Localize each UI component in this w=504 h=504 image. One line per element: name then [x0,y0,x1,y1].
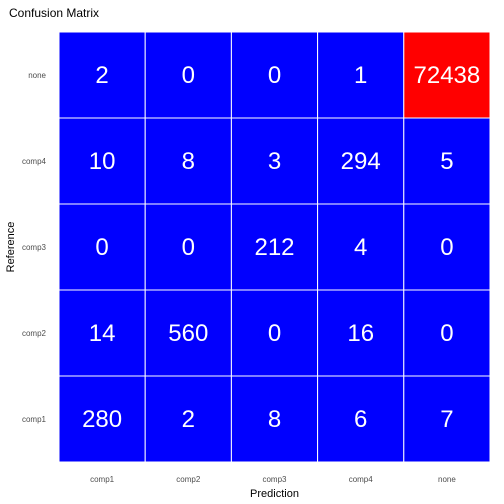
x-tick-label: comp1 [90,475,115,484]
cell-value-label: 5 [440,148,453,175]
heatmap-cell [403,375,491,463]
x-axis-title: Prediction [250,488,299,500]
cell-value-label: 8 [182,148,195,175]
heatmap-cell [230,31,319,119]
y-axis-tick-labels: comp1 comp2 comp3 comp4 none [22,71,47,424]
heatmap-cell [58,31,146,119]
heatmap-cell [403,203,491,291]
heatmap-cell [317,289,405,377]
heatmap-cell [230,117,319,205]
heatmap-cell [230,289,319,377]
heatmap-cell [317,117,405,205]
y-tick-label: none [28,71,46,80]
cell-value-label: 1 [354,62,367,89]
x-tick-label: comp2 [176,475,201,484]
cell-value-label: 294 [341,148,381,175]
cell-value-label: 8 [268,406,281,433]
heatmap-cell [144,375,232,463]
cell-value-label: 0 [95,234,108,261]
cell-value-label: 10 [89,148,116,175]
x-tick-label: comp4 [349,475,374,484]
x-tick-label: comp3 [262,475,287,484]
y-tick-label: comp4 [22,157,47,166]
cell-value-label: 0 [440,320,453,347]
cell-value-label: 280 [82,406,122,433]
heatmap-cell [144,289,232,377]
cell-value-label: 2 [95,62,108,89]
y-tick-label: comp2 [22,329,47,338]
heatmap-cell [144,31,232,119]
cell-value-label: 0 [440,234,453,261]
cell-value-label: 4 [354,234,367,261]
x-axis-tick-labels: comp1 comp2 comp3 comp4 none [90,475,456,484]
cell-value-label: 560 [168,320,208,347]
cell-value-label: 0 [182,234,195,261]
heatmap-cell [144,117,232,205]
y-tick-label: comp1 [22,415,47,424]
cell-value-label: 7 [440,406,453,433]
cell-value-label: 0 [182,62,195,89]
heatmap-cell [403,289,491,377]
cell-value-label: 212 [254,234,294,261]
heatmap-cell [230,203,319,291]
heatmap-cell [58,117,146,205]
cell-value-label: 0 [268,320,281,347]
cell-value-label: 0 [268,62,281,89]
heatmap-cell [144,203,232,291]
heatmap-cell [403,31,491,119]
heatmap-cell [58,289,146,377]
cell-value-label: 6 [354,406,367,433]
heatmap-cell-labels: 280 2 8 6 7 14 560 0 16 0 0 0 212 4 0 10 8 3 294 5 2 0 0 1 72438 [82,62,480,433]
heatmap-cell [317,375,405,463]
cell-value-label: 72438 [414,62,481,89]
chart-title: Confusion Matrix [9,6,99,20]
cell-value-label: 14 [89,320,116,347]
y-axis-title: Reference [5,222,17,273]
y-tick-label: comp3 [22,243,47,252]
cell-value-label: 2 [182,406,195,433]
cell-value-label: 3 [268,148,281,175]
heatmap-cell [403,117,491,205]
x-tick-label: none [438,475,456,484]
heatmap-cell [58,375,146,463]
heatmap-cells [58,31,491,463]
cell-value-label: 16 [347,320,374,347]
